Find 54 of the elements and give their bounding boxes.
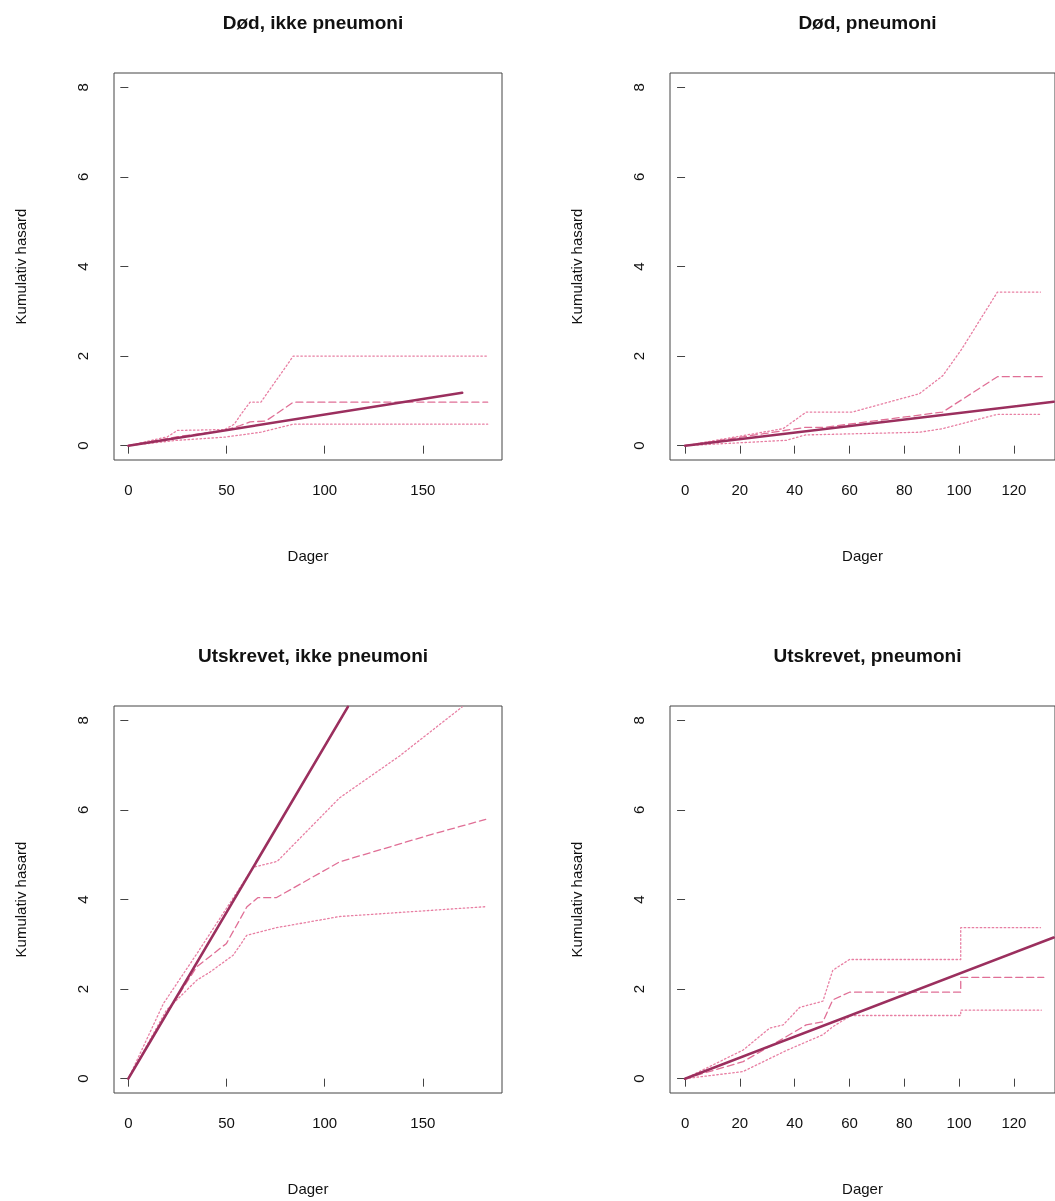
x-tick-label: 120 [1001, 1114, 1027, 1131]
x-tick-label: 150 [410, 481, 436, 498]
y-tick-label: 2 [74, 351, 91, 361]
x-tick-label: 120 [1001, 481, 1027, 498]
y-tick-label: 4 [74, 895, 91, 904]
x-tick-label: 100 [946, 1114, 972, 1131]
x-tick-label: 150 [410, 1114, 436, 1131]
x-tick-label: 60 [841, 1114, 858, 1131]
x-tick-label: 0 [680, 1114, 690, 1131]
y-tick-label: 0 [74, 441, 91, 450]
y-tick-label: 6 [74, 172, 91, 182]
y-tick-label: 4 [74, 262, 91, 271]
x-tick-label: 20 [731, 481, 749, 498]
x-tick-label: 20 [731, 1114, 749, 1131]
x-tick-label: 50 [218, 1114, 235, 1131]
y-tick-label: 4 [630, 895, 647, 904]
y-tick-label: 6 [630, 172, 647, 182]
x-axis-title: Dager [287, 1180, 329, 1197]
y-tick-label: 8 [74, 716, 91, 725]
x-axis-title: Dager [287, 547, 329, 564]
y-tick-label: 8 [630, 716, 647, 725]
x-tick-label: 100 [946, 481, 972, 498]
y-tick-label: 0 [74, 1074, 91, 1083]
x-tick-label: 0 [680, 481, 690, 498]
x-tick-label: 50 [218, 481, 235, 498]
x-tick-label: 80 [895, 1114, 913, 1131]
x-axis-title: Dager [842, 547, 883, 564]
x-tick-label: 60 [841, 481, 858, 498]
chart-title: Utskrevet, pneumoni [773, 645, 962, 666]
x-tick-label: 100 [312, 1114, 338, 1131]
chart-title: Død, pneumoni [798, 12, 937, 33]
y-tick-label: 8 [74, 83, 91, 92]
x-tick-label: 40 [786, 481, 804, 498]
y-tick-label: 8 [630, 83, 647, 92]
y-tick-label: 0 [630, 1074, 647, 1083]
x-tick-label: 0 [124, 481, 133, 498]
y-axis-title: Kumulativ hasard [12, 841, 29, 958]
y-axis-title: Kumulativ hasard [12, 208, 29, 325]
y-tick-label: 6 [630, 805, 647, 815]
x-tick-label: 40 [786, 1114, 804, 1131]
y-tick-label: 6 [74, 805, 91, 815]
y-tick-label: 2 [630, 984, 647, 994]
y-tick-label: 4 [630, 262, 647, 271]
x-axis-title: Dager [842, 1180, 883, 1197]
y-axis-title: Kumulativ hasard [568, 841, 585, 958]
y-axis-title: Kumulativ hasard [568, 208, 585, 325]
y-tick-label: 2 [74, 984, 91, 994]
x-tick-label: 0 [124, 1114, 133, 1131]
y-tick-label: 2 [630, 351, 647, 361]
x-tick-label: 100 [312, 481, 338, 498]
x-tick-label: 80 [895, 481, 913, 498]
chart-title: Utskrevet, ikke pneumoni [197, 645, 429, 666]
chart-title: Død, ikke pneumoni [222, 12, 404, 33]
y-tick-label: 0 [630, 441, 647, 450]
